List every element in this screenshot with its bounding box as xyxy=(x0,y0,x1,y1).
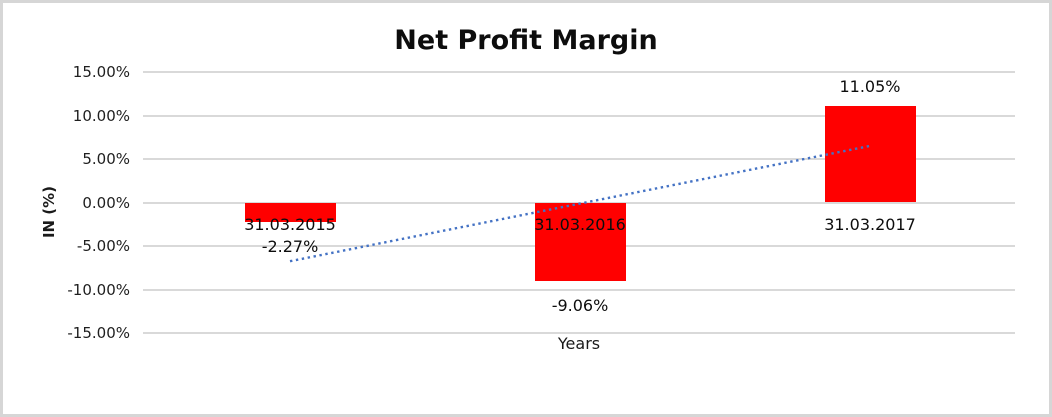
value-label: -2.27% xyxy=(261,237,319,257)
value-label: 11.05% xyxy=(839,77,901,97)
category-label: 31.03.2017 xyxy=(824,215,916,234)
trendline-layer xyxy=(289,144,871,263)
y-tick-label: 0.00% xyxy=(82,193,130,212)
y-tick-label: 10.00% xyxy=(72,106,130,125)
bar-31.03.2017[interactable] xyxy=(824,106,916,203)
category-label: 31.03.2015 xyxy=(244,215,336,234)
gridline xyxy=(143,288,1015,291)
y-tick-label: -15.00% xyxy=(67,324,130,342)
chart-title: Net Profit Margin xyxy=(394,25,658,56)
gridline xyxy=(143,71,1015,73)
gridline xyxy=(143,332,1015,334)
value-label: -9.06% xyxy=(551,296,609,316)
x-axis-title: Years xyxy=(557,334,601,353)
y-tick-label: -10.00% xyxy=(67,280,130,299)
y-tick-label: 15.00% xyxy=(72,63,130,81)
y-tick-label: 5.00% xyxy=(82,150,130,168)
y-tick-label: -5.00% xyxy=(76,237,130,255)
gridline xyxy=(143,114,1015,117)
category-label: 31.03.2016 xyxy=(534,215,626,234)
